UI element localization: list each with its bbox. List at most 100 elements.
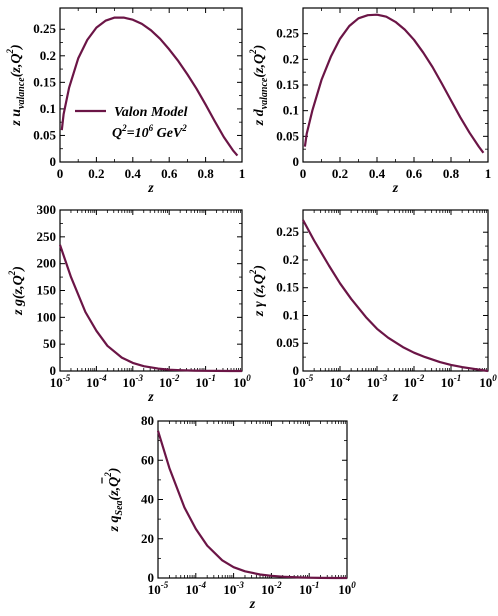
y-axis-title-main: z γ (252, 301, 267, 317)
y-tick-label: 0.05 (276, 128, 299, 143)
y-axis-title-sup: 2 (7, 270, 17, 276)
y-axis-title-main: z q (107, 515, 122, 532)
y-axis-title-main: z g (11, 299, 26, 316)
x-tick-label: 10-1 (299, 580, 320, 597)
legend-note-q: Q (112, 126, 122, 141)
y-tick-label: 0.25 (33, 21, 56, 36)
y-tick-label: 0.25 (276, 224, 299, 239)
y-tick-label: 0 (148, 570, 155, 585)
y-tick-label: 0.1 (283, 307, 299, 322)
x-tick-label: 0.8 (443, 166, 460, 181)
chart-panel-2: 0 0.2 0.4 0.6 0.8 1 0 0.05 0.1 0.15 0.2 0.25 z z dval… (248, 7, 491, 196)
y-axis-title: z qSea(z,Q2) (103, 468, 125, 533)
y-axis-title-end: ) (252, 45, 267, 52)
y-tick-label: 250 (37, 229, 57, 244)
x-tick-base: 10 (330, 375, 343, 390)
legend-note-tail: GeV (153, 126, 184, 141)
x-tick-label: 0.2 (332, 166, 348, 181)
y-tick-label: 0.15 (33, 74, 56, 89)
x-tick-label: 0.2 (88, 166, 104, 181)
y-tick-label: 0 (50, 363, 57, 378)
y-axis-title-tail: (z,Q (9, 54, 24, 78)
plot-frame (302, 209, 489, 372)
y-axis-title: z dvalance(z,Q2) (248, 45, 270, 127)
y-tick-label: 0 (293, 363, 300, 378)
x-tick-label: 10-3 (223, 580, 244, 597)
x-axis-title: z (392, 390, 399, 405)
x-axis-title: z (147, 181, 154, 196)
x-tick-label: 0.4 (369, 166, 386, 181)
x-tick-base: 10 (86, 375, 99, 390)
y-tick-label: 40 (141, 492, 154, 507)
legend-note-sup2: 6 (149, 123, 154, 133)
x-tick-label: 1 (239, 166, 246, 181)
y-axis-title-main: z u (9, 109, 24, 127)
x-tick-exponent: -1 (454, 373, 462, 383)
x-tick-exponent: 0 (246, 373, 251, 383)
x-tick-exponent: -5 (161, 580, 169, 590)
y-tick-label: 0.2 (283, 252, 299, 267)
x-tick-exponent: -3 (136, 373, 144, 383)
y-tick-label: 0.1 (283, 103, 299, 118)
x-tick-label: 10-5 (293, 373, 314, 390)
x-tick-label: 10-1 (441, 373, 462, 390)
x-tick-label: 10-2 (261, 580, 282, 597)
x-axis-title: z (249, 597, 256, 612)
x-tick-exponent: -3 (236, 580, 244, 590)
y-axis-title: z γ (z,Q2) (248, 265, 267, 317)
y-axis-title-sub: valance (259, 77, 270, 109)
series-line-1 (303, 13, 485, 154)
y-tick-label: 0.15 (276, 280, 299, 295)
legend-note-sup1: 2 (121, 123, 127, 133)
x-tick-label: 10-1 (195, 373, 216, 390)
x-tick-base: 10 (479, 375, 492, 390)
x-tick-label: 100 (233, 373, 251, 390)
x-tick-base: 10 (338, 582, 351, 597)
legend-label: Valon Model (114, 105, 188, 120)
x-tick-exponent: -1 (312, 580, 320, 590)
x-tick-base: 10 (404, 375, 417, 390)
x-tick-base: 10 (223, 582, 236, 597)
x-tick-exponent: -4 (99, 373, 107, 383)
x-tick-base: 10 (195, 375, 208, 390)
series-line-1 (58, 244, 242, 373)
chart-panel-3: 10-5 10-4 10-3 10-2 10-1 10005010015020025030… (7, 202, 251, 405)
x-tick-exponent: -1 (208, 373, 216, 383)
x-tick-base: 10 (123, 375, 136, 390)
y-tick-label: 80 (141, 413, 154, 428)
y-axis-title-tail: (z,Q (252, 54, 267, 78)
y-tick-label: 0.05 (33, 127, 56, 142)
x-tick-base: 10 (50, 375, 63, 390)
x-tick-label: 0.6 (406, 166, 423, 181)
x-tick-exponent: -2 (172, 373, 180, 383)
y-tick-label: 100 (37, 309, 57, 324)
chart-panel-1: 0 0.2 0.4 0.6 0.8 1 0 0.05 0.1 0.15 0.2 0.25 z z uval… (5, 7, 246, 196)
series-line-1 (156, 430, 347, 580)
y-tick-label: 60 (141, 452, 154, 467)
x-tick-exponent: 0 (492, 373, 497, 383)
x-tick-exponent: -4 (199, 580, 207, 590)
x-tick-exponent: -4 (343, 373, 351, 383)
x-tick-label: 0.6 (161, 166, 178, 181)
legend-note-mid: =10 (127, 126, 149, 141)
x-tick-label: 10-3 (123, 373, 144, 390)
y-axis-title-tail: (z,Q (11, 275, 26, 299)
y-axis-title-sup: 2 (5, 49, 15, 55)
y-axis-title-sup: 2 (103, 472, 113, 478)
x-tick-exponent: -2 (274, 580, 282, 590)
plot-frame (157, 420, 348, 579)
y-axis-title: z g(z,Q2) (7, 266, 26, 316)
y-tick-label: 0.25 (276, 26, 299, 41)
x-tick-base: 10 (148, 582, 161, 597)
y-tick-label: 0.05 (276, 335, 299, 350)
x-axis-title: z (392, 181, 399, 196)
x-tick-label: 0.8 (197, 166, 214, 181)
y-axis-title-sub: Sea (114, 500, 125, 515)
x-tick-label: 10-2 (159, 373, 180, 390)
y-tick-label: 0.15 (276, 77, 299, 92)
y-tick-label: 0 (293, 154, 300, 169)
y-axis-title-end: ) (107, 468, 122, 475)
legend-note-sup3: 2 (181, 123, 187, 133)
